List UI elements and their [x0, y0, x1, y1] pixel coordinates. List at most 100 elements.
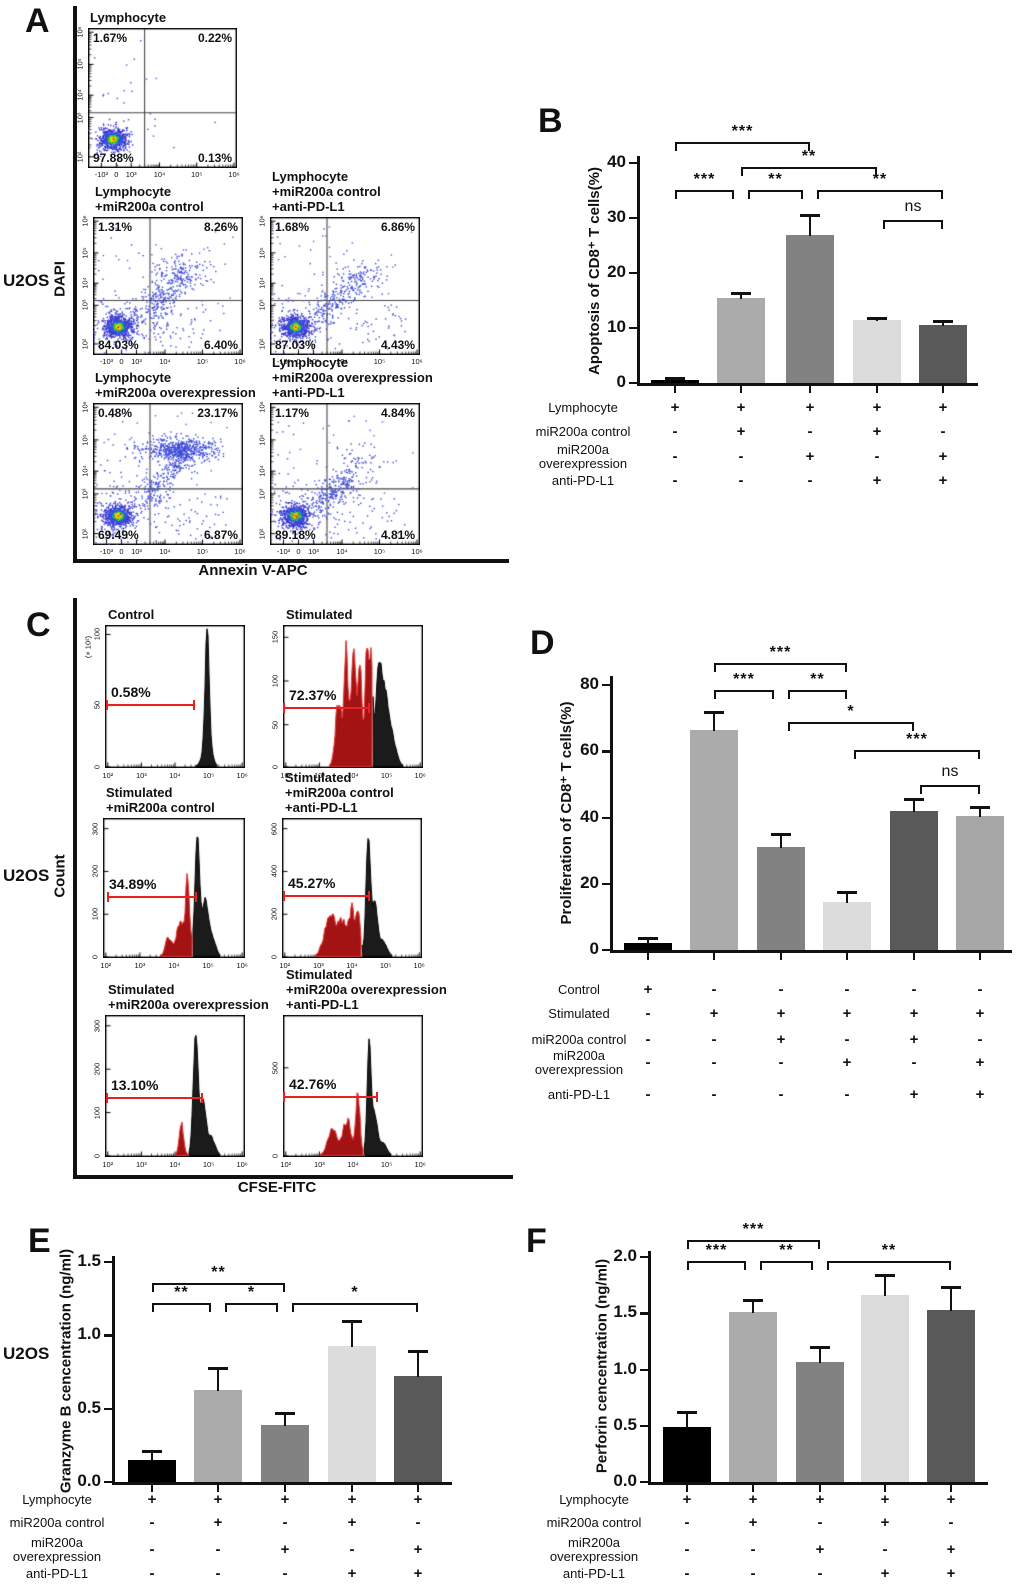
condition-symbol: - [349, 1541, 355, 1558]
y-axis-line [648, 1251, 651, 1485]
condition-symbol: - [645, 1031, 651, 1048]
x-tick-label: 10⁵ [196, 357, 209, 366]
y-tick-mark [104, 1334, 112, 1337]
error-bar-cap [771, 833, 791, 837]
x-tick-label: 0 [296, 547, 301, 556]
error-bar-line [779, 834, 783, 849]
condition-symbol: + [842, 1054, 852, 1071]
error-bar-cap [342, 1319, 362, 1323]
y-tick-mark [602, 949, 610, 952]
x-tick-mark [818, 1485, 822, 1492]
gate-line [106, 704, 195, 707]
bar [717, 297, 765, 383]
y-tick-label: 10² [80, 338, 90, 350]
y-tick-label: 150 [270, 631, 280, 644]
condition-symbol: - [149, 1514, 155, 1531]
condition-symbol: + [909, 1005, 919, 1022]
condition-symbol: - [844, 981, 850, 998]
condition-symbol: + [946, 1491, 956, 1508]
quadrant-percentage-ul: 1.68% [275, 220, 310, 234]
error-bar-cap [970, 805, 990, 809]
gate-percentage: 0.58% [111, 684, 151, 701]
y-tick-label: 10³ [257, 488, 267, 500]
y-tick-mark [602, 684, 610, 687]
x-tick-mark [150, 1485, 154, 1492]
y-tick-label: 0 [270, 1153, 280, 1159]
x-tick-label: 10³ [135, 771, 147, 780]
y-tick-label: 10⁶ [80, 401, 90, 413]
error-bar-line [150, 1451, 154, 1461]
panel-c-label: C [26, 606, 51, 644]
y-tick-label: 0.0 [77, 1471, 101, 1490]
gate-cap-left [283, 891, 286, 902]
condition-row-label: anti-PD-L1 [562, 1566, 626, 1581]
y-tick-label: 10⁵ [80, 434, 90, 446]
x-tick-label: 10⁴ [153, 170, 166, 179]
y-tick-label: 2.0 [613, 1246, 637, 1265]
error-bar-line [283, 1413, 287, 1426]
plot-title-line: Lymphocyte [272, 355, 349, 370]
error-bar-line [685, 1412, 689, 1428]
significance-label: ** [881, 1242, 897, 1259]
condition-symbol: + [682, 1491, 692, 1508]
x-tick-label: 10⁵ [379, 961, 392, 970]
condition-symbol: + [842, 1005, 852, 1022]
y-tick-label: 1.0 [77, 1324, 101, 1344]
y-tick-label: 1.0 [613, 1358, 637, 1378]
condition-row-label: Lymphocyte [548, 400, 618, 415]
y-tick-label: 10⁵ [257, 434, 267, 446]
y-tick-mark [104, 1260, 112, 1264]
x-tick-label: 10³ [313, 771, 325, 780]
y-tick-label: 1.5 [613, 1302, 637, 1322]
gate-cap-left [283, 1091, 285, 1102]
error-bar-line [949, 1287, 953, 1311]
y-tick-label: 300 [90, 822, 100, 835]
bar [861, 1295, 909, 1482]
error-bar-cap [142, 1450, 162, 1454]
error-bar-cap [275, 1412, 295, 1416]
x-tick-mark [350, 1485, 354, 1492]
condition-symbol: + [748, 1514, 758, 1531]
y-tick-label: 0 [92, 1153, 102, 1159]
error-bar-cap [875, 1274, 895, 1277]
significance-label: ** [211, 1264, 226, 1281]
condition-symbol: + [909, 1086, 919, 1103]
condition-symbol: - [977, 1031, 983, 1048]
condition-symbol: + [880, 1565, 890, 1582]
significance-bracket [714, 690, 774, 699]
x-tick-mark [912, 953, 916, 960]
quadrant-percentage-ul: 1.67% [93, 31, 128, 45]
significance-bracket [675, 142, 810, 151]
gate-percentage: 13.10% [111, 1077, 159, 1094]
x-tick-label: 10² [280, 1160, 292, 1169]
significance-label: * [351, 1284, 359, 1301]
quadrant-percentage-ll: 97.88% [93, 151, 134, 165]
bar [328, 1345, 376, 1482]
x-tick-label: 10⁵ [191, 170, 203, 179]
histogram-canvas [283, 1015, 423, 1157]
condition-symbol: + [147, 1491, 157, 1508]
significance-bracket [788, 690, 847, 699]
x-tick-label: -10³ [276, 547, 291, 556]
significance-bracket [817, 190, 943, 199]
bar [890, 810, 938, 950]
condition-symbol: - [282, 1514, 288, 1531]
error-bar-cap [704, 710, 724, 714]
error-bar-line [751, 1299, 755, 1314]
y-tick-label: 0 [90, 954, 100, 960]
significance-bracket [741, 167, 877, 176]
gate-cap-right [376, 1091, 379, 1102]
y-tick-label: 10⁶ [257, 401, 267, 413]
plot-title-line: +anti-PD-L1 [285, 800, 358, 815]
condition-row-label: anti-PD-L1 [25, 1566, 89, 1581]
condition-row-label: anti-PD-L1 [551, 473, 615, 488]
x-tick-mark [883, 1485, 887, 1492]
x-tick-mark [673, 386, 677, 393]
quadrant-percentage-ul: 1.17% [275, 406, 310, 420]
condition-row-label: Lymphocyte [559, 1492, 629, 1507]
x-axis-line [648, 1482, 988, 1485]
condition-symbol: + [736, 423, 746, 440]
x-tick-mark [416, 1485, 420, 1492]
error-bar-cap [800, 214, 820, 218]
x-tick-mark [751, 1485, 755, 1492]
